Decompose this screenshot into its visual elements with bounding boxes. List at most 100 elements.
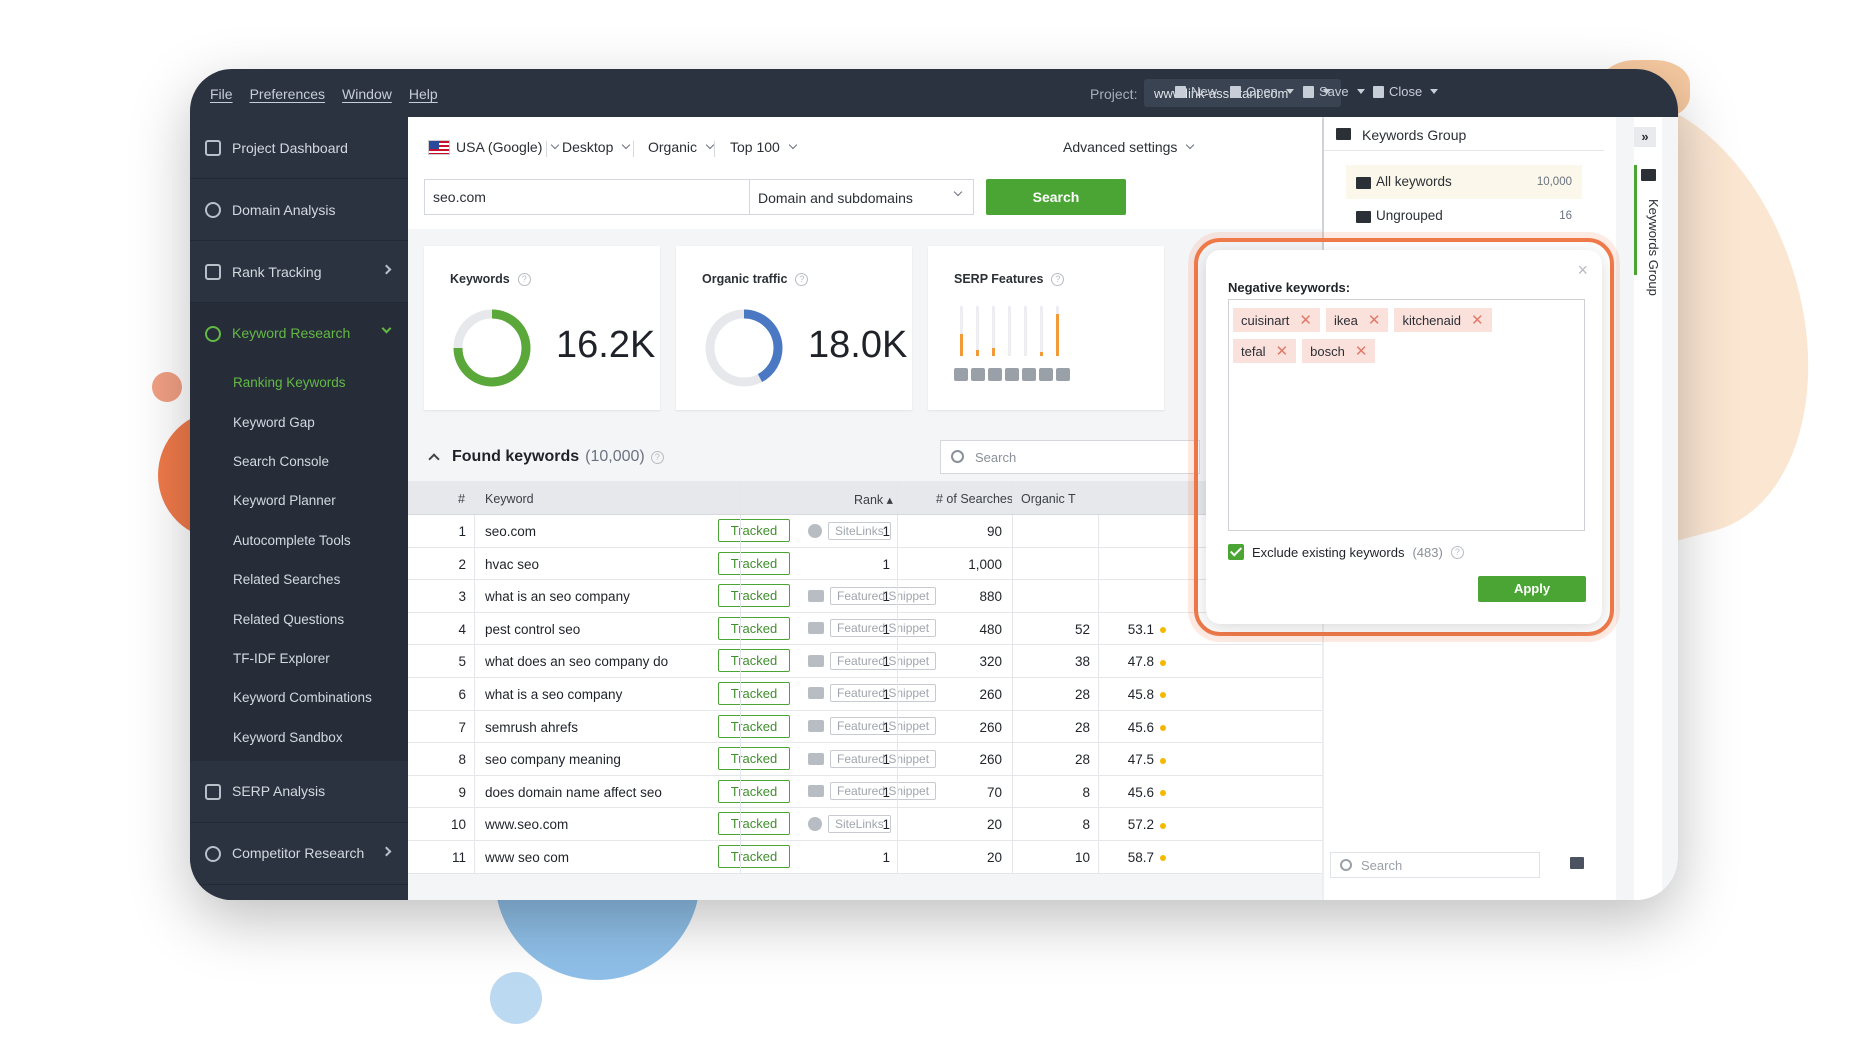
keyword-cell[interactable]: hvac seo <box>485 556 540 572</box>
submenu-keyword-sandbox[interactable]: Keyword Sandbox <box>233 729 343 745</box>
table-row[interactable]: 8 seo company meaning Tracked Featured S… <box>408 743 1324 776</box>
table-row[interactable]: 2 hvac seo Tracked 1 1,000 <box>408 547 1324 581</box>
keyword-cell[interactable]: what does an seo company do <box>485 654 669 670</box>
country-filter[interactable]: USA (Google) <box>428 139 560 155</box>
keyword-cell[interactable]: seo company meaning <box>485 752 621 768</box>
keyword-cell[interactable]: does domain name affect seo <box>485 784 662 800</box>
submenu-tf-idf-explorer[interactable]: TF-IDF Explorer <box>233 650 330 666</box>
close-icon[interactable]: × <box>1577 260 1588 280</box>
remove-chip-icon[interactable]: ✕ <box>1299 311 1312 329</box>
help-icon[interactable]: ? <box>517 272 531 286</box>
save-button[interactable]: Save <box>1303 84 1365 99</box>
difficulty-cell: 45.8 <box>1106 687 1166 702</box>
submenu-related-questions[interactable]: Related Questions <box>233 611 345 627</box>
tracked-badge[interactable]: Tracked <box>718 681 790 705</box>
submenu-autocomplete-tools[interactable]: Autocomplete Tools <box>233 532 351 548</box>
column-divider <box>897 580 898 612</box>
exclude-existing-option[interactable]: Exclude existing keywords (483) ? <box>1228 544 1464 560</box>
remove-chip-icon[interactable]: ✕ <box>1354 342 1368 360</box>
table-row[interactable]: 5 what does an seo company do Tracked Fe… <box>408 645 1324 678</box>
type-filter[interactable]: Organic <box>648 139 715 155</box>
sidebar-item-domain-analysis[interactable]: Domain Analysis <box>190 179 408 241</box>
column-divider <box>474 645 475 677</box>
keyword-cell[interactable]: what is a seo company <box>485 686 623 702</box>
exclude-checkbox[interactable] <box>1228 544 1244 560</box>
expand-panel-icon[interactable]: » <box>1634 127 1656 147</box>
close-button[interactable]: Close <box>1373 84 1439 99</box>
keyword-cell[interactable]: what is an seo company <box>485 589 630 605</box>
help-icon[interactable]: ? <box>650 450 664 464</box>
table-row[interactable]: 10 www.seo.com Tracked SiteLinks 1 20 8 … <box>408 808 1324 841</box>
sidebar-item-competitor-research[interactable]: Competitor Research <box>190 823 408 885</box>
menu-file[interactable]: File <box>210 86 233 102</box>
table-row[interactable]: 3 what is an seo company Tracked Feature… <box>408 580 1324 613</box>
sidebar-item-project-dashboard[interactable]: Project Dashboard <box>190 117 408 179</box>
help-icon[interactable]: ? <box>795 272 809 286</box>
found-keywords-title[interactable]: Found keywords (10,000) ? <box>428 448 664 466</box>
keyword-cell[interactable]: www seo com <box>485 849 570 865</box>
tracked-badge[interactable]: Tracked <box>718 812 790 836</box>
new-folder-icon[interactable] <box>1570 857 1584 869</box>
tracked-badge[interactable]: Tracked <box>718 616 790 640</box>
submenu-keyword-gap[interactable]: Keyword Gap <box>233 414 315 430</box>
traffic-donut <box>705 309 783 387</box>
header-rank[interactable]: Rank ▴ <box>854 493 893 507</box>
tracked-badge[interactable]: Tracked <box>718 584 790 608</box>
tracked-badge[interactable]: Tracked <box>718 844 790 868</box>
sidebar-item-serp-analysis[interactable]: SERP Analysis <box>190 761 408 823</box>
group-ungrouped[interactable]: Ungrouped 16 <box>1346 199 1582 233</box>
row-number: 2 <box>458 556 466 572</box>
remove-chip-icon[interactable]: ✕ <box>1367 311 1381 329</box>
remove-chip-icon[interactable]: ✕ <box>1275 342 1289 360</box>
table-row[interactable]: 9 does domain name affect seo Tracked Fe… <box>408 775 1324 809</box>
open-button[interactable]: Open <box>1230 84 1294 99</box>
table-search-input[interactable]: Search <box>940 440 1200 474</box>
tracked-badge[interactable]: Tracked <box>718 551 790 575</box>
keyword-cell[interactable]: pest control seo <box>485 621 581 637</box>
table-row[interactable]: 4 pest control seo Tracked Featured Snip… <box>408 612 1324 646</box>
submenu-search-console[interactable]: Search Console <box>233 453 330 469</box>
header-num[interactable]: # <box>458 492 465 506</box>
group-all-keywords[interactable]: All keywords 10,000 <box>1346 165 1582 199</box>
submenu-keyword-planner[interactable]: Keyword Planner <box>233 493 336 509</box>
menu-help[interactable]: Help <box>408 86 438 102</box>
device-filter[interactable]: Desktop <box>562 139 631 155</box>
advanced-settings[interactable]: Advanced settings <box>1063 139 1195 155</box>
domain-input[interactable]: seo.com <box>424 179 750 215</box>
table-row[interactable]: 7 semrush ahrefs Tracked Featured Snippe… <box>408 710 1324 744</box>
help-icon[interactable]: ? <box>1450 545 1464 559</box>
negative-keywords-field[interactable]: cuisinart ✕ ikea ✕ kitchenaid ✕ tefal ✕ bosch ✕ <box>1228 299 1585 531</box>
table-row[interactable]: 11 www seo com Tracked 1 20 10 58.7 <box>408 840 1324 874</box>
scope-select[interactable]: Domain and subdomains <box>750 179 974 215</box>
keyword-cell[interactable]: www.seo.com <box>485 817 569 833</box>
keyword-cell[interactable]: semrush ahrefs <box>485 719 579 735</box>
sidebar-item-rank-tracking[interactable]: Rank Tracking <box>190 241 408 303</box>
keyword-cell[interactable]: seo.com <box>485 524 537 539</box>
help-icon[interactable]: ? <box>1051 272 1065 286</box>
panel-side-tab[interactable]: Keywords Group <box>1634 117 1662 900</box>
search-button[interactable]: Search <box>986 179 1126 215</box>
remove-chip-icon[interactable]: ✕ <box>1470 311 1484 329</box>
submenu-ranking-keywords[interactable]: Ranking Keywords <box>233 375 346 391</box>
tracked-badge[interactable]: Tracked <box>718 747 790 771</box>
header-organic[interactable]: Organic T <box>1021 492 1076 506</box>
apply-button[interactable]: Apply <box>1478 576 1586 602</box>
submenu-related-searches[interactable]: Related Searches <box>233 572 341 588</box>
tracked-badge[interactable]: Tracked <box>718 519 790 542</box>
new-button[interactable]: New <box>1175 84 1217 99</box>
tracked-badge[interactable]: Tracked <box>718 779 790 803</box>
tracked-badge[interactable]: Tracked <box>718 714 790 738</box>
group-search-input[interactable]: Search <box>1330 852 1540 878</box>
searches-cell: 1,000 <box>968 556 1002 572</box>
header-keyword[interactable]: Keyword <box>485 492 534 506</box>
sidebar-item-keyword-research[interactable]: Keyword Research <box>190 303 408 363</box>
top-filter[interactable]: Top 100 <box>730 139 798 155</box>
menu-window[interactable]: Window <box>342 86 392 102</box>
submenu-keyword-combinations[interactable]: Keyword Combinations <box>233 690 372 706</box>
table-row[interactable]: 6 what is a seo company Tracked Featured… <box>408 677 1324 711</box>
menu-preferences[interactable]: Preferences <box>249 86 326 102</box>
table-row[interactable]: 1 seo.com Tracked SiteLinks 1 90 <box>408 515 1324 548</box>
tracked-badge[interactable]: Tracked <box>718 649 790 673</box>
header-searches[interactable]: # of Searches <box>936 492 1014 506</box>
chip-label: cuisinart <box>1241 312 1290 328</box>
